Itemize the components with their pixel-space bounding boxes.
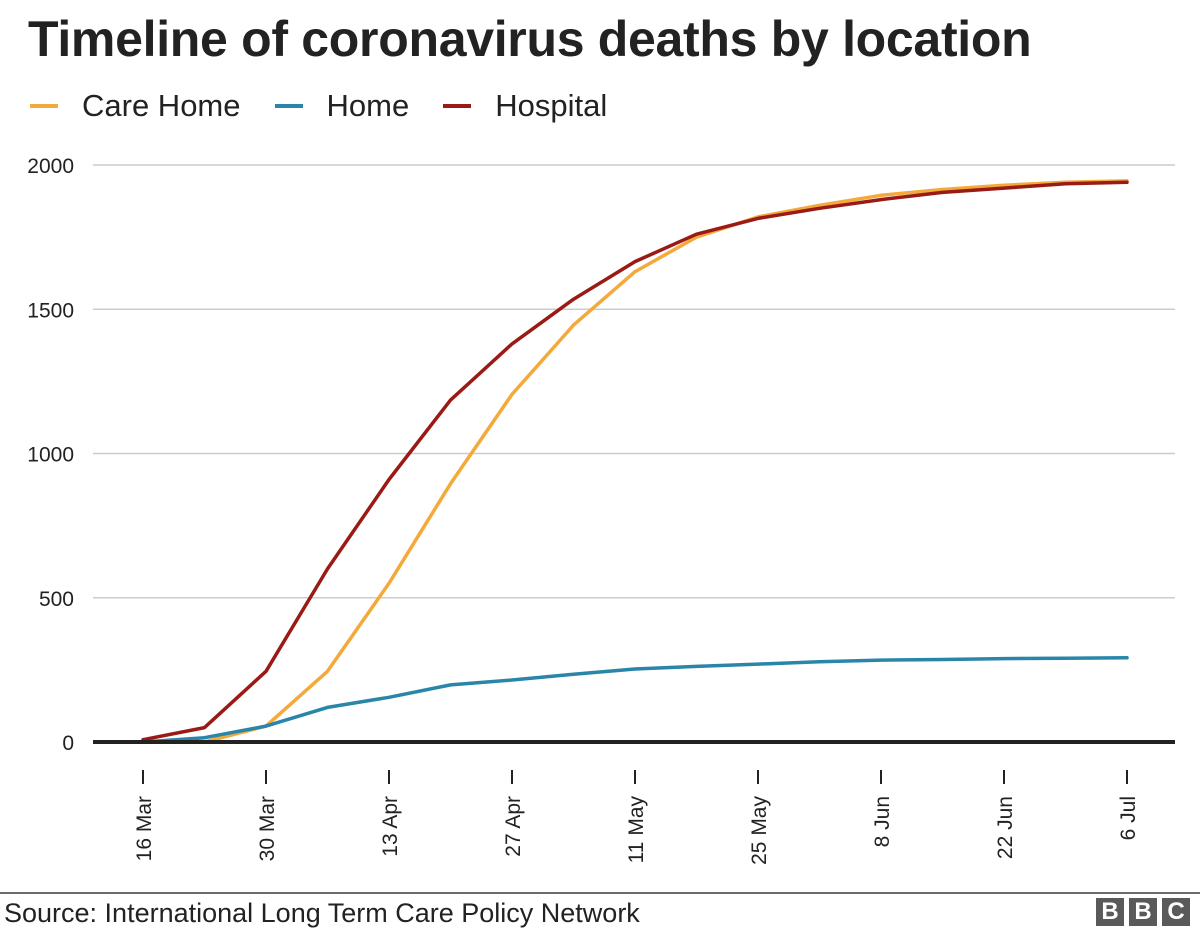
legend-swatch-home [274,104,303,108]
legend-item-care-home: Care Home [30,88,241,124]
y-tick-label: 0 [62,732,74,755]
legend-swatch-care-home [30,104,58,108]
x-tick-label: 25 May [748,796,771,865]
legend-item-hospital: Hospital [443,88,607,124]
x-tick-label: 8 Jun [871,796,894,847]
bbc-logo-letter: B [1129,898,1157,926]
x-tick-label: 13 Apr [379,796,402,857]
source-note: Source: International Long Term Care Pol… [4,898,640,928]
chart-title: Timeline of coronavirus deaths by locati… [28,11,1032,67]
bbc-logo: B B C [1091,898,1190,926]
legend-label-home: Home [326,88,410,123]
y-tick-label: 500 [39,588,74,611]
bbc-logo-letter: B [1096,898,1124,926]
hospital-line [141,180,1129,742]
x-tick-label: 11 May [625,796,648,864]
home-line [141,656,1129,744]
care-home-line [141,179,1129,744]
legend-label-care-home: Care Home [82,88,241,123]
y-tick-label: 1000 [27,444,74,467]
legend-item-home: Home [274,88,410,124]
x-tick-label: 6 Jul [1117,796,1140,840]
legend-swatch-hospital [443,104,472,108]
legend-label-hospital: Hospital [495,88,608,123]
x-tick-label: 16 Mar [133,796,156,861]
line-chart: 0 500 1000 1500 2000 16 Mar 30 Mar 13 Apr 27 Apr… [27,155,1175,865]
x-tick-label: 30 Mar [256,796,279,861]
bbc-logo-letter: C [1162,898,1190,926]
x-tick-label: 22 Jun [994,796,1017,859]
footer-divider [0,892,1200,894]
x-tick-label: 27 Apr [502,796,525,857]
y-tick-label: 1500 [27,299,74,322]
legend: Care Home Home Hospital [30,82,641,130]
y-tick-label: 2000 [27,155,74,178]
